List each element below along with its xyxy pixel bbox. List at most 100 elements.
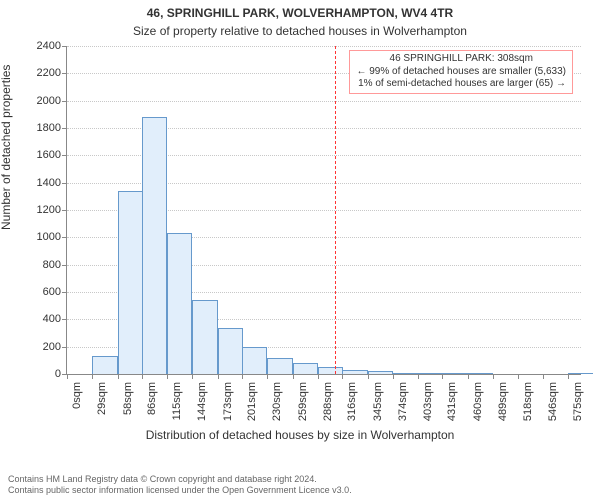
x-tick (142, 374, 143, 379)
y-tick-label: 1200 (37, 204, 61, 216)
x-tick-label: 345sqm (372, 382, 384, 421)
x-tick (468, 374, 469, 379)
y-tick-label: 0 (55, 368, 61, 380)
x-tick-label: 288sqm (322, 382, 334, 421)
y-tick-label: 200 (43, 341, 61, 353)
y-tick-label: 1000 (37, 231, 61, 243)
chart-title-line2: Size of property relative to detached ho… (0, 24, 600, 38)
x-tick (543, 374, 544, 379)
x-tick-label: 374sqm (397, 382, 409, 421)
y-tick (62, 101, 67, 102)
x-tick-label: 489sqm (497, 382, 509, 421)
y-tick (62, 155, 67, 156)
y-tick (62, 237, 67, 238)
histogram-bar (293, 363, 318, 374)
annotation-line: ← 99% of detached houses are smaller (5,… (356, 66, 566, 79)
x-tick (218, 374, 219, 379)
annotation-line: 1% of semi-detached houses are larger (6… (356, 78, 566, 91)
histogram-bar (118, 191, 143, 374)
x-axis-label: Distribution of detached houses by size … (0, 428, 600, 442)
y-tick (62, 210, 67, 211)
y-axis-label: Number of detached properties (0, 65, 13, 230)
x-tick (342, 374, 343, 379)
y-tick-label: 2200 (37, 67, 61, 79)
gridline (67, 46, 581, 47)
histogram-bar (242, 347, 267, 374)
histogram-bar (318, 367, 343, 374)
x-tick-label: 201sqm (246, 382, 258, 421)
histogram-bar (418, 373, 443, 374)
histogram-bar (192, 300, 217, 374)
x-tick-label: 0sqm (71, 382, 83, 409)
histogram-bar (568, 373, 593, 374)
chart-title-line1: 46, SPRINGHILL PARK, WOLVERHAMPTON, WV4 … (0, 6, 600, 20)
gridline (67, 101, 581, 102)
x-tick (568, 374, 569, 379)
x-tick (393, 374, 394, 379)
x-tick (518, 374, 519, 379)
histogram-bar (167, 233, 192, 374)
chart-container: { "titles": { "line1": "46, SPRINGHILL P… (0, 0, 600, 500)
x-tick (318, 374, 319, 379)
y-tick-label: 1800 (37, 122, 61, 134)
y-tick (62, 319, 67, 320)
y-tick-label: 800 (43, 259, 61, 271)
x-tick (192, 374, 193, 379)
x-tick-label: 86sqm (146, 382, 158, 415)
y-tick (62, 46, 67, 47)
plot-area: 0200400600800100012001400160018002000220… (66, 46, 581, 375)
y-tick-label: 1400 (37, 177, 61, 189)
x-tick-label: 173sqm (222, 382, 234, 421)
y-tick-label: 600 (43, 286, 61, 298)
y-tick (62, 73, 67, 74)
x-tick-label: 259sqm (297, 382, 309, 421)
x-tick-label: 58sqm (122, 382, 134, 415)
x-tick (92, 374, 93, 379)
y-tick-label: 2400 (37, 40, 61, 52)
x-tick-label: 230sqm (271, 382, 283, 421)
subject-marker-line (335, 46, 336, 374)
histogram-bar (442, 373, 467, 374)
x-tick (67, 374, 68, 379)
footer-line1: Contains HM Land Registry data © Crown c… (8, 474, 352, 485)
x-tick-label: 316sqm (346, 382, 358, 421)
x-tick-label: 460sqm (472, 382, 484, 421)
histogram-bar (368, 371, 393, 374)
x-tick-label: 575sqm (572, 382, 584, 421)
x-tick (368, 374, 369, 379)
histogram-bar (92, 356, 117, 374)
x-tick-label: 144sqm (196, 382, 208, 421)
x-tick (267, 374, 268, 379)
attribution-footer: Contains HM Land Registry data © Crown c… (8, 474, 352, 497)
x-tick (418, 374, 419, 379)
y-tick (62, 183, 67, 184)
x-tick (118, 374, 119, 379)
x-tick (442, 374, 443, 379)
y-tick (62, 128, 67, 129)
x-tick (242, 374, 243, 379)
x-tick-label: 29sqm (96, 382, 108, 415)
x-tick (293, 374, 294, 379)
annotation-line: 46 SPRINGHILL PARK: 308sqm (356, 53, 566, 66)
y-tick (62, 265, 67, 266)
histogram-bar (218, 328, 243, 374)
x-tick-label: 431sqm (446, 382, 458, 421)
x-tick-label: 546sqm (547, 382, 559, 421)
x-tick-label: 403sqm (422, 382, 434, 421)
x-tick (167, 374, 168, 379)
histogram-bar (468, 373, 493, 374)
x-tick-label: 518sqm (522, 382, 534, 421)
histogram-bar (393, 373, 418, 374)
histogram-bar (342, 370, 367, 374)
histogram-bar (142, 117, 167, 374)
y-tick-label: 1600 (37, 149, 61, 161)
y-tick (62, 292, 67, 293)
y-tick-label: 400 (43, 313, 61, 325)
annotation-box: 46 SPRINGHILL PARK: 308sqm← 99% of detac… (349, 50, 573, 94)
y-tick-label: 2000 (37, 95, 61, 107)
y-tick (62, 347, 67, 348)
histogram-bar (267, 358, 292, 374)
x-tick (493, 374, 494, 379)
x-tick-label: 115sqm (171, 382, 183, 420)
footer-line2: Contains public sector information licen… (8, 485, 352, 496)
